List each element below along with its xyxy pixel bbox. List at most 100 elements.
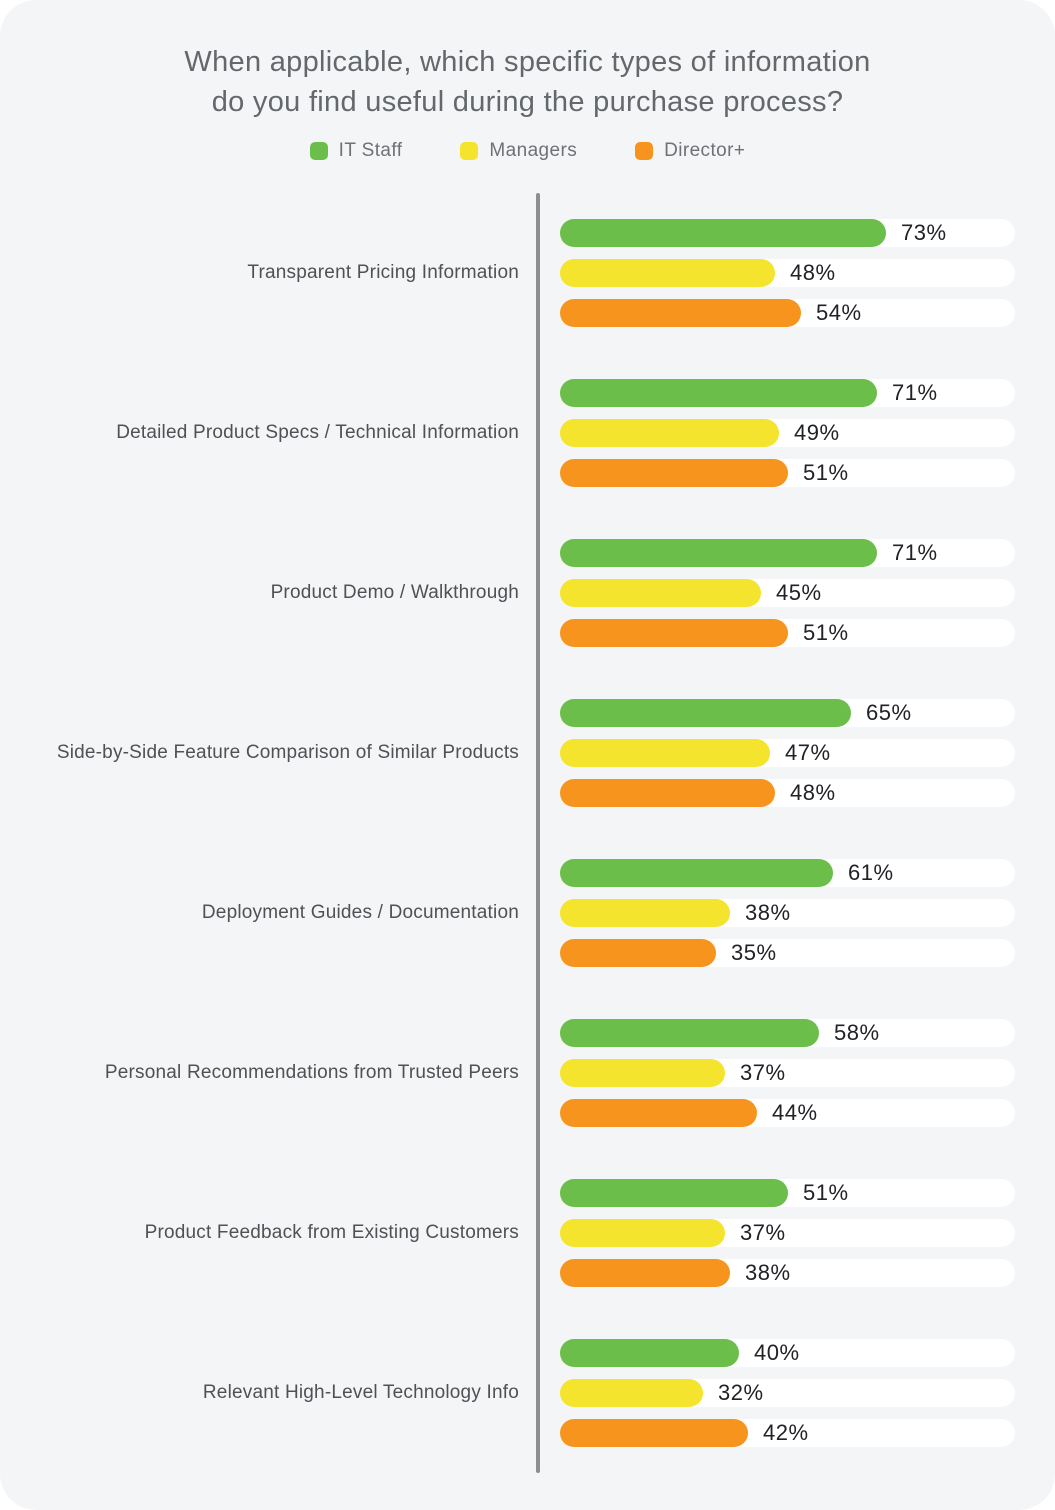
category-bars: 61% 38% 35% xyxy=(560,859,1015,967)
bar-director xyxy=(560,299,801,327)
category-group-product-demo-walkthrough: Product Demo / Walkthrough 71% 45% 51% xyxy=(0,513,1055,673)
bar-managers xyxy=(560,579,761,607)
bar-track: 51% xyxy=(560,1179,1015,1207)
value-label: 51% xyxy=(803,460,849,485)
category-label: Product Feedback from Existing Customers xyxy=(144,1222,519,1243)
bar-track: 51% xyxy=(560,619,1015,647)
category-bars: 58% 37% 44% xyxy=(560,1019,1015,1127)
value-label: 49% xyxy=(794,420,840,445)
category-label: Transparent Pricing Information xyxy=(247,262,519,283)
bar-track: 37% xyxy=(560,1059,1015,1087)
category-bars: 73% 48% 54% xyxy=(560,219,1015,327)
bar-chart: Transparent Pricing Information 73% 48% 54%… xyxy=(0,193,1055,1473)
category-label: Relevant High-Level Technology Info xyxy=(202,1382,519,1403)
bar-managers xyxy=(560,419,779,447)
category-bars: 71% 45% 51% xyxy=(560,539,1015,647)
bar-track: 37% xyxy=(560,1219,1015,1247)
bar-it-staff xyxy=(560,699,851,727)
bar-track: 48% xyxy=(560,259,1015,287)
bar-director xyxy=(560,779,775,807)
value-label: 40% xyxy=(754,1340,800,1365)
category-group-side-by-side-feature-comparison-of-similar-products: Side-by-Side Feature Comparison of Simil… xyxy=(0,673,1055,833)
bar-track: 73% xyxy=(560,219,1015,247)
bar-track: 42% xyxy=(560,1419,1015,1447)
value-label: 38% xyxy=(745,1260,791,1285)
category-label: Deployment Guides / Documentation xyxy=(201,902,519,923)
bar-track: 35% xyxy=(560,939,1015,967)
bar-track: 44% xyxy=(560,1099,1015,1127)
bar-track: 65% xyxy=(560,699,1015,727)
bar-director xyxy=(560,1419,748,1447)
legend-item-it-staff: IT Staff xyxy=(309,140,403,162)
bar-track: 49% xyxy=(560,419,1015,447)
bar-track: 32% xyxy=(560,1379,1015,1407)
bar-managers xyxy=(560,899,730,927)
bar-it-staff xyxy=(560,1179,788,1207)
bar-groups: Transparent Pricing Information 73% 48% 54%… xyxy=(0,193,1055,1473)
bar-it-staff xyxy=(560,539,877,567)
legend-item-director: Director+ xyxy=(635,140,745,162)
category-group-detailed-product-specs-technical-information: Detailed Product Specs / Technical Infor… xyxy=(0,353,1055,513)
chart-title-line2: do you find useful during the purchase p… xyxy=(211,86,844,118)
value-label: 71% xyxy=(892,540,938,565)
value-label: 65% xyxy=(866,700,912,725)
category-label: Side-by-Side Feature Comparison of Simil… xyxy=(56,742,519,763)
value-label: 47% xyxy=(785,740,831,765)
bar-managers xyxy=(560,1379,703,1407)
value-label: 71% xyxy=(892,380,938,405)
value-label: 37% xyxy=(740,1060,786,1085)
bar-managers xyxy=(560,1219,725,1247)
value-label: 37% xyxy=(740,1220,786,1245)
axis-line xyxy=(536,193,540,1473)
category-bars: 71% 49% 51% xyxy=(560,379,1015,487)
legend-swatch-icon xyxy=(309,142,328,160)
bar-director xyxy=(560,1099,757,1127)
category-bars: 40% 32% 42% xyxy=(560,1339,1015,1447)
value-label: 42% xyxy=(763,1420,809,1445)
legend-item-managers: Managers xyxy=(460,140,577,162)
category-group-transparent-pricing-information: Transparent Pricing Information 73% 48% 54% xyxy=(0,193,1055,353)
bar-track: 58% xyxy=(560,1019,1015,1047)
bar-director xyxy=(560,619,788,647)
category-label: Detailed Product Specs / Technical Infor… xyxy=(116,422,519,443)
bar-track: 71% xyxy=(560,539,1015,567)
bar-it-staff xyxy=(560,1339,739,1367)
bar-track: 71% xyxy=(560,379,1015,407)
value-label: 61% xyxy=(848,860,894,885)
bar-it-staff xyxy=(560,219,886,247)
value-label: 48% xyxy=(790,780,836,805)
category-bars: 51% 37% 38% xyxy=(560,1179,1015,1287)
bar-track: 47% xyxy=(560,739,1015,767)
value-label: 32% xyxy=(718,1380,764,1405)
value-label: 51% xyxy=(803,620,849,645)
bar-director xyxy=(560,939,716,967)
bar-it-staff xyxy=(560,859,833,887)
bar-it-staff xyxy=(560,379,877,407)
category-label: Personal Recommendations from Trusted Pe… xyxy=(104,1062,519,1083)
value-label: 35% xyxy=(731,940,777,965)
legend: IT Staff Managers Director+ xyxy=(0,138,1055,164)
category-label: Product Demo / Walkthrough xyxy=(270,582,519,603)
value-label: 45% xyxy=(776,580,822,605)
bar-track: 61% xyxy=(560,859,1015,887)
bar-managers xyxy=(560,259,775,287)
category-group-relevant-high-level-technology-info: Relevant High-Level Technology Info 40% 32… xyxy=(0,1313,1055,1473)
category-group-personal-recommendations-from-trusted-peers: Personal Recommendations from Trusted Pe… xyxy=(0,993,1055,1153)
bar-director xyxy=(560,1259,730,1287)
value-label: 48% xyxy=(790,260,836,285)
legend-label: Managers xyxy=(489,140,578,161)
bar-track: 38% xyxy=(560,1259,1015,1287)
legend-swatch-icon xyxy=(635,142,654,160)
bar-it-staff xyxy=(560,1019,819,1047)
bar-track: 45% xyxy=(560,579,1015,607)
bar-managers xyxy=(560,1059,725,1087)
bar-director xyxy=(560,459,788,487)
category-group-product-feedback-from-existing-customers: Product Feedback from Existing Customers… xyxy=(0,1153,1055,1313)
bar-track: 48% xyxy=(560,779,1015,807)
legend-label: Director+ xyxy=(664,140,746,161)
legend-label: IT Staff xyxy=(338,140,403,161)
bar-track: 40% xyxy=(560,1339,1015,1367)
value-label: 51% xyxy=(803,1180,849,1205)
value-label: 44% xyxy=(772,1100,818,1125)
